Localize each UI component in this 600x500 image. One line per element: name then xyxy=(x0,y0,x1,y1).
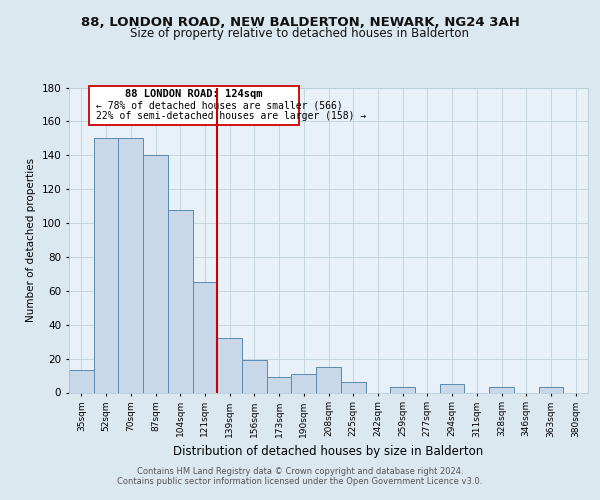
Bar xyxy=(193,282,217,393)
Text: ← 78% of detached houses are smaller (566): ← 78% of detached houses are smaller (56… xyxy=(96,100,343,110)
Bar xyxy=(390,388,415,392)
Bar xyxy=(69,370,94,392)
Text: Contains public sector information licensed under the Open Government Licence v3: Contains public sector information licen… xyxy=(118,477,482,486)
Bar xyxy=(242,360,267,392)
Bar xyxy=(94,138,118,392)
Bar xyxy=(168,210,193,392)
Bar xyxy=(217,338,242,392)
Bar xyxy=(316,367,341,392)
Text: 88 LONDON ROAD: 124sqm: 88 LONDON ROAD: 124sqm xyxy=(125,90,263,100)
X-axis label: Distribution of detached houses by size in Balderton: Distribution of detached houses by size … xyxy=(173,445,484,458)
FancyBboxPatch shape xyxy=(89,86,299,125)
Bar xyxy=(539,388,563,392)
Text: 22% of semi-detached houses are larger (158) →: 22% of semi-detached houses are larger (… xyxy=(96,111,367,121)
Y-axis label: Number of detached properties: Number of detached properties xyxy=(26,158,36,322)
Text: 88, LONDON ROAD, NEW BALDERTON, NEWARK, NG24 3AH: 88, LONDON ROAD, NEW BALDERTON, NEWARK, … xyxy=(80,16,520,29)
Bar xyxy=(267,377,292,392)
Bar xyxy=(292,374,316,392)
Bar xyxy=(118,138,143,392)
Bar xyxy=(489,388,514,392)
Bar xyxy=(440,384,464,392)
Bar xyxy=(341,382,365,392)
Text: Contains HM Land Registry data © Crown copyright and database right 2024.: Contains HM Land Registry data © Crown c… xyxy=(137,467,463,476)
Text: Size of property relative to detached houses in Balderton: Size of property relative to detached ho… xyxy=(131,27,470,40)
Bar xyxy=(143,156,168,392)
